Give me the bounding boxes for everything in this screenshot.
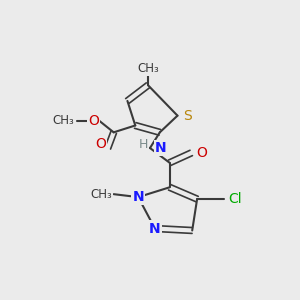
Text: CH₃: CH₃: [53, 114, 74, 127]
Text: N: N: [132, 190, 144, 204]
Text: H: H: [139, 138, 148, 151]
Text: Cl: Cl: [229, 192, 242, 206]
Text: S: S: [183, 109, 192, 123]
Text: N: N: [149, 221, 161, 236]
Text: O: O: [196, 146, 207, 160]
Text: O: O: [88, 114, 99, 128]
Text: CH₃: CH₃: [137, 62, 159, 75]
Text: N: N: [155, 141, 167, 155]
Text: O: O: [95, 137, 106, 151]
Text: CH₃: CH₃: [90, 188, 112, 201]
